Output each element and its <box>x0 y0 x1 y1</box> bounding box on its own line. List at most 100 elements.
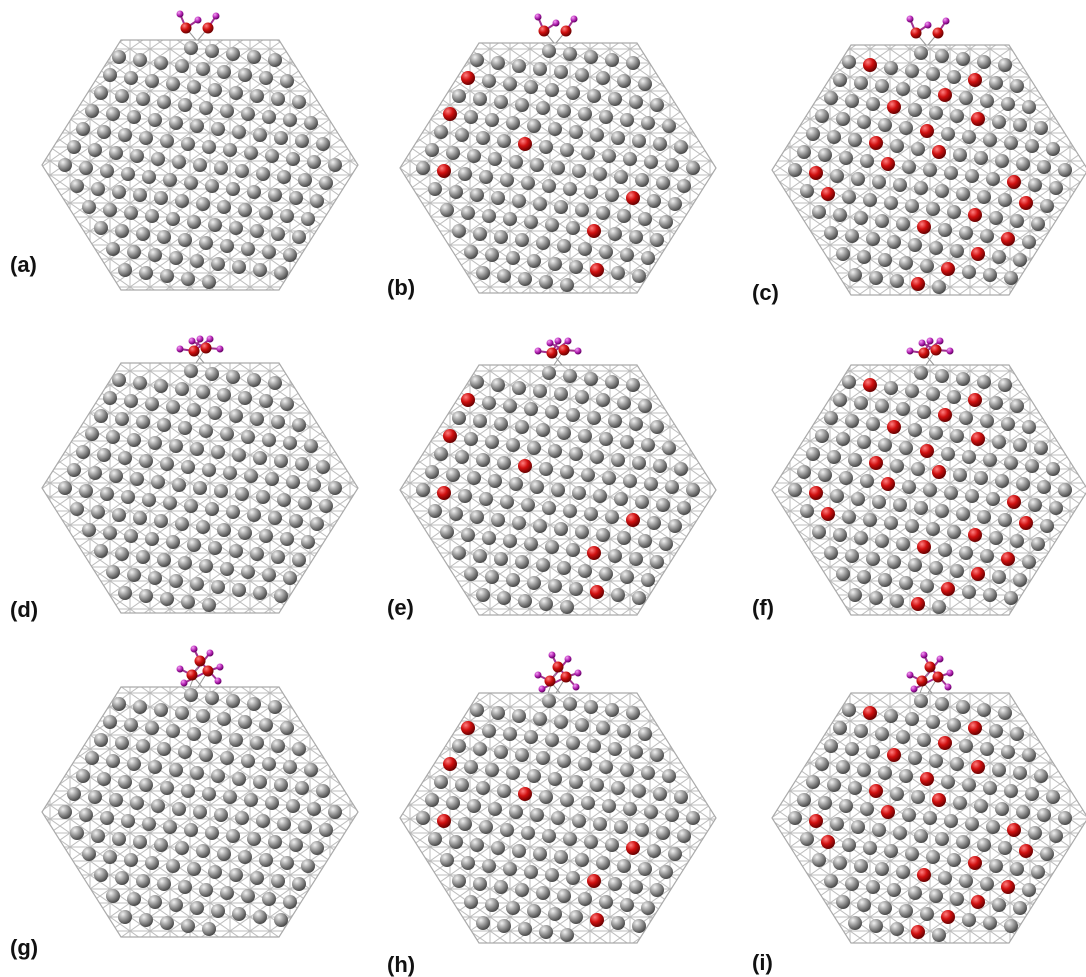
metal-atom <box>833 856 847 870</box>
metal-atom <box>145 532 159 546</box>
metal-atom <box>470 510 484 524</box>
metal-atom <box>283 895 297 909</box>
metal-atom <box>85 104 99 118</box>
metal-atom <box>148 248 162 262</box>
carbon-oxygen-atom <box>545 676 556 687</box>
adsorbate <box>177 336 224 364</box>
oxygen-atom <box>920 444 934 458</box>
metal-atom <box>932 600 946 614</box>
metal-atom <box>668 197 682 211</box>
metal-atom <box>497 919 511 933</box>
metal-atom <box>902 808 916 822</box>
carbon-oxygen-atom <box>925 662 936 673</box>
metal-atom <box>866 417 880 431</box>
metal-atom <box>118 910 132 924</box>
metal-atom <box>998 378 1012 392</box>
metal-atom <box>959 226 973 240</box>
metal-atom <box>908 103 922 117</box>
metal-atom <box>665 808 679 822</box>
metal-atom <box>428 504 442 518</box>
metal-atom <box>878 573 892 587</box>
metal-atom <box>557 426 571 440</box>
hydrogen-atom <box>947 348 954 355</box>
metal-atom <box>175 517 189 531</box>
metal-atom <box>145 397 159 411</box>
metal-atom <box>512 516 526 530</box>
metal-atom <box>860 154 874 168</box>
metal-atom <box>262 892 276 906</box>
metal-atom <box>938 543 952 557</box>
metal-atom <box>569 910 583 924</box>
hydrogen-atom <box>213 13 220 20</box>
metal-atom <box>133 835 147 849</box>
metal-atom <box>190 119 204 133</box>
oxygen-atom <box>518 137 532 151</box>
metal-atom <box>818 796 832 810</box>
metal-atom <box>905 712 919 726</box>
metal-atom <box>208 730 222 744</box>
metal-atom <box>986 492 1000 506</box>
hydrogen-atom <box>943 18 950 25</box>
metal-atom <box>229 221 243 235</box>
metal-atom <box>920 259 934 273</box>
panel-label: (d) <box>10 597 38 622</box>
metal-atom <box>542 694 556 708</box>
metal-atom <box>1058 483 1072 497</box>
metal-atom <box>256 490 270 504</box>
metal-atom <box>605 703 619 717</box>
oxygen-atom <box>443 107 457 121</box>
metal-atom <box>938 223 952 237</box>
metal-atom <box>1049 501 1063 515</box>
metal-atom <box>467 149 481 163</box>
metal-atom <box>259 529 273 543</box>
metal-atom <box>686 161 700 175</box>
metal-atom <box>136 550 150 564</box>
metal-atom <box>974 151 988 165</box>
metal-atom <box>82 200 96 214</box>
metal-atom <box>1031 865 1045 879</box>
metal-atom <box>518 594 532 608</box>
oxygen-atom <box>971 895 985 909</box>
metal-atom <box>542 829 556 843</box>
metal-atom <box>316 137 330 151</box>
metal-atom <box>611 266 625 280</box>
metal-atom <box>584 185 598 199</box>
carbon-oxygen-atom <box>933 672 944 683</box>
metal-atom <box>674 140 688 154</box>
metal-atom <box>524 730 538 744</box>
metal-atom <box>482 724 496 738</box>
metal-atom <box>644 155 658 169</box>
carbon-oxygen-atom <box>919 348 930 359</box>
metal-atom <box>416 483 430 497</box>
metal-atom <box>857 763 871 777</box>
metal-atom <box>845 94 859 108</box>
oxygen-atom <box>968 721 982 735</box>
metal-atom <box>851 172 865 186</box>
metal-atom <box>449 507 463 521</box>
metal-atom <box>455 450 469 464</box>
metal-atom <box>211 580 225 594</box>
metal-atom <box>878 766 892 780</box>
hydrogen-atom <box>947 670 954 677</box>
metal-atom <box>1022 555 1036 569</box>
adsorbate <box>177 646 224 688</box>
metal-atom <box>259 394 273 408</box>
nanocluster <box>772 338 1086 616</box>
metal-atom <box>103 68 117 82</box>
metal-atom <box>247 373 261 387</box>
metal-atom <box>599 110 613 124</box>
metal-atom <box>635 823 649 837</box>
metal-atom <box>950 109 964 123</box>
oxygen-atom <box>1001 552 1015 566</box>
metal-atom <box>638 399 652 413</box>
metal-atom <box>836 112 850 126</box>
metal-atom <box>641 901 655 915</box>
metal-atom <box>268 376 282 390</box>
metal-atom <box>169 898 183 912</box>
metal-atom <box>226 370 240 384</box>
metal-atom <box>446 146 460 160</box>
oxygen-atom <box>626 513 640 527</box>
metal-atom <box>905 64 919 78</box>
metal-atom <box>301 859 315 873</box>
metal-atom <box>157 95 171 109</box>
